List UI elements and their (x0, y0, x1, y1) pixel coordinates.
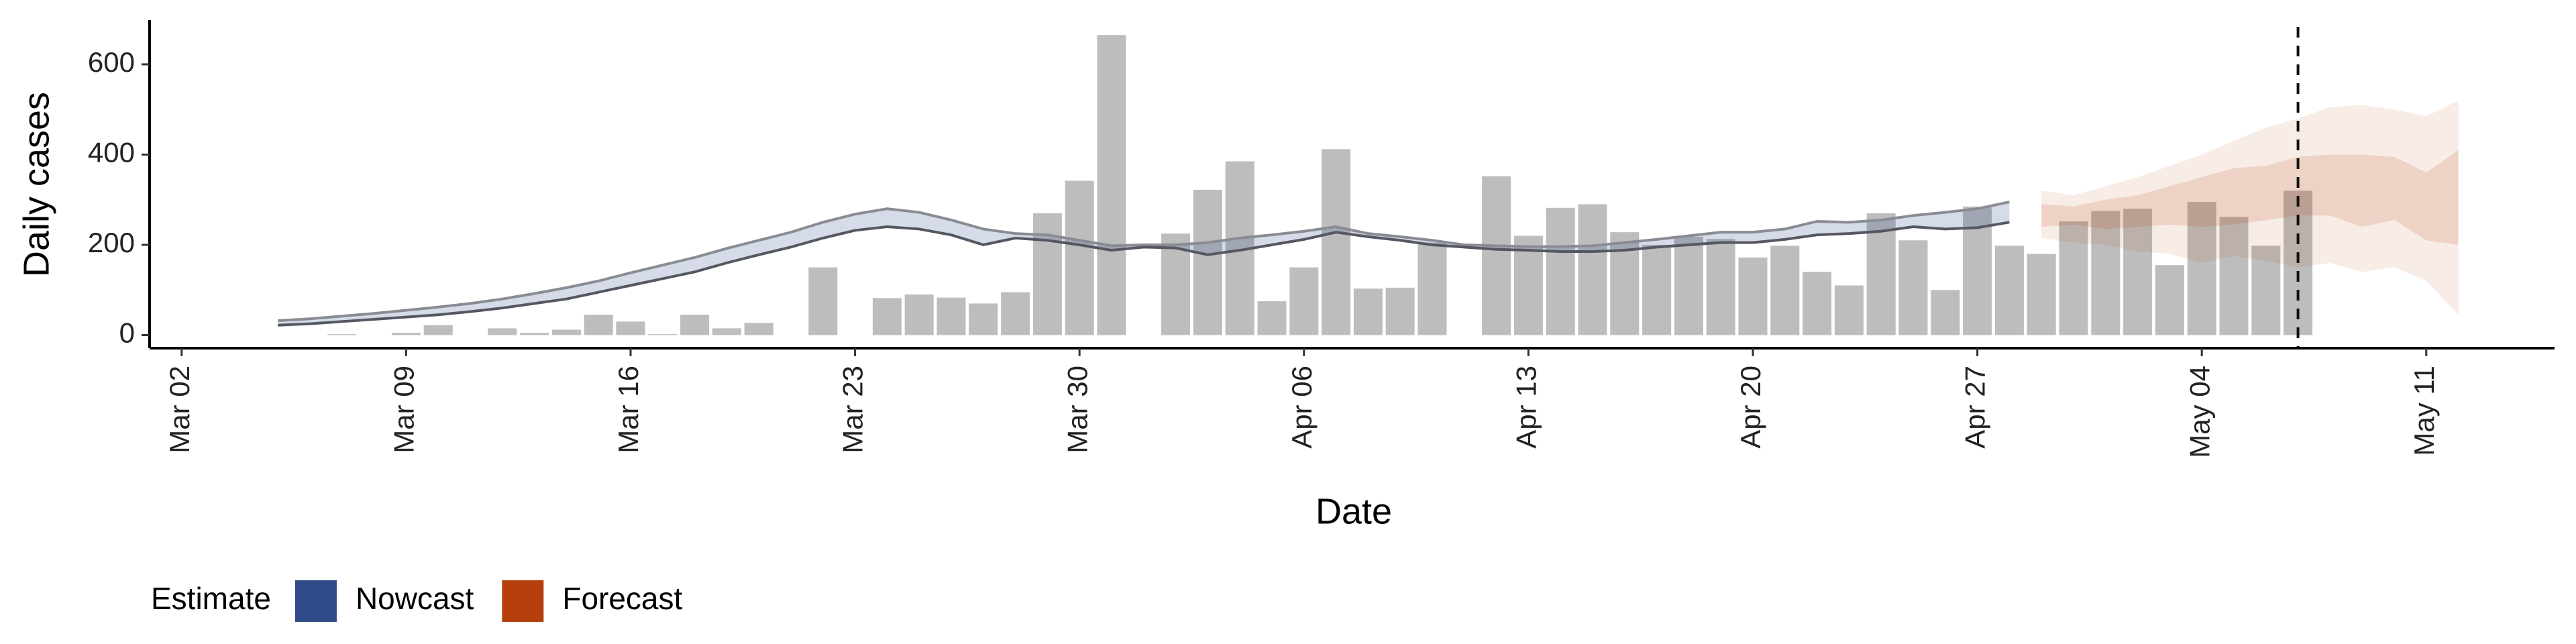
bar (1385, 287, 1415, 335)
bar (2155, 265, 2184, 335)
bar (327, 334, 357, 335)
bar (648, 334, 678, 335)
y-tick-label: 0 (119, 317, 135, 349)
bar (808, 267, 838, 335)
x-tick-label: Mar 30 (1061, 366, 1093, 453)
forecast-outer-band (2041, 100, 2459, 315)
bar (904, 294, 934, 335)
bar (551, 329, 581, 335)
bar (2123, 209, 2153, 335)
bar (1898, 240, 1928, 335)
x-tick-label: May 11 (2408, 366, 2440, 456)
bar (584, 315, 613, 335)
bar (1706, 239, 1735, 335)
x-tick-label: Apr 13 (1510, 366, 1542, 449)
bar (1257, 301, 1287, 335)
bar (616, 321, 645, 335)
bar (1834, 285, 1864, 335)
x-tick-label: Apr 06 (1286, 366, 1318, 449)
band-edge (278, 201, 2010, 322)
bar (1417, 242, 1447, 335)
y-tick-label: 200 (88, 227, 135, 258)
x-tick-label: Mar 23 (837, 366, 869, 453)
bar (1642, 244, 1672, 335)
forecast-inner-band (2041, 150, 2459, 245)
legend-title: Estimate (151, 581, 271, 616)
bar (1032, 213, 1062, 335)
bar (520, 333, 549, 335)
bar (1513, 235, 1543, 335)
x-tick-label: Mar 02 (164, 366, 195, 453)
y-tick-label: 400 (88, 137, 135, 168)
bar (1931, 290, 1960, 335)
bar (1578, 204, 1607, 335)
x-axis-title: Date (1316, 491, 1392, 531)
legend-swatch (502, 580, 544, 622)
x-tick-label: Apr 27 (1960, 366, 1991, 449)
bar (1770, 246, 1800, 335)
x-tick-label: Mar 09 (388, 366, 419, 453)
bar (936, 297, 966, 335)
bar (744, 323, 773, 335)
bar (1738, 257, 1768, 335)
legend-swatch (294, 580, 337, 622)
y-axis-title: Daily cases (16, 92, 56, 277)
band-edge (278, 221, 2010, 327)
legend-label: Forecast (562, 581, 682, 616)
bar (1674, 236, 1703, 335)
bar (1353, 288, 1383, 335)
bar (488, 328, 517, 335)
bar (1994, 246, 2024, 335)
bar (969, 303, 998, 335)
bar (2027, 254, 2056, 335)
bar (2251, 246, 2281, 335)
legend-label: Nowcast (356, 581, 474, 616)
bar (712, 328, 741, 335)
bar (391, 333, 421, 335)
bar (680, 315, 710, 335)
x-tick-label: Apr 20 (1735, 366, 1766, 449)
y-tick-label: 600 (88, 46, 135, 78)
bar (1482, 176, 1511, 335)
x-tick-label: May 04 (2184, 366, 2215, 458)
bar (2091, 211, 2121, 335)
bar (1322, 149, 1351, 335)
bar (2059, 221, 2088, 335)
bar (1289, 267, 1319, 335)
bar (1193, 189, 1222, 335)
bar (1866, 213, 1896, 335)
bar (1546, 207, 1575, 335)
bar (2219, 217, 2249, 335)
bar (1065, 180, 1094, 335)
bar (2187, 202, 2216, 335)
bar (1001, 292, 1030, 335)
x-tick-label: Mar 16 (612, 366, 644, 453)
bar (423, 325, 453, 335)
bar (872, 298, 902, 335)
bar (1803, 272, 1832, 335)
bar (1097, 35, 1126, 335)
